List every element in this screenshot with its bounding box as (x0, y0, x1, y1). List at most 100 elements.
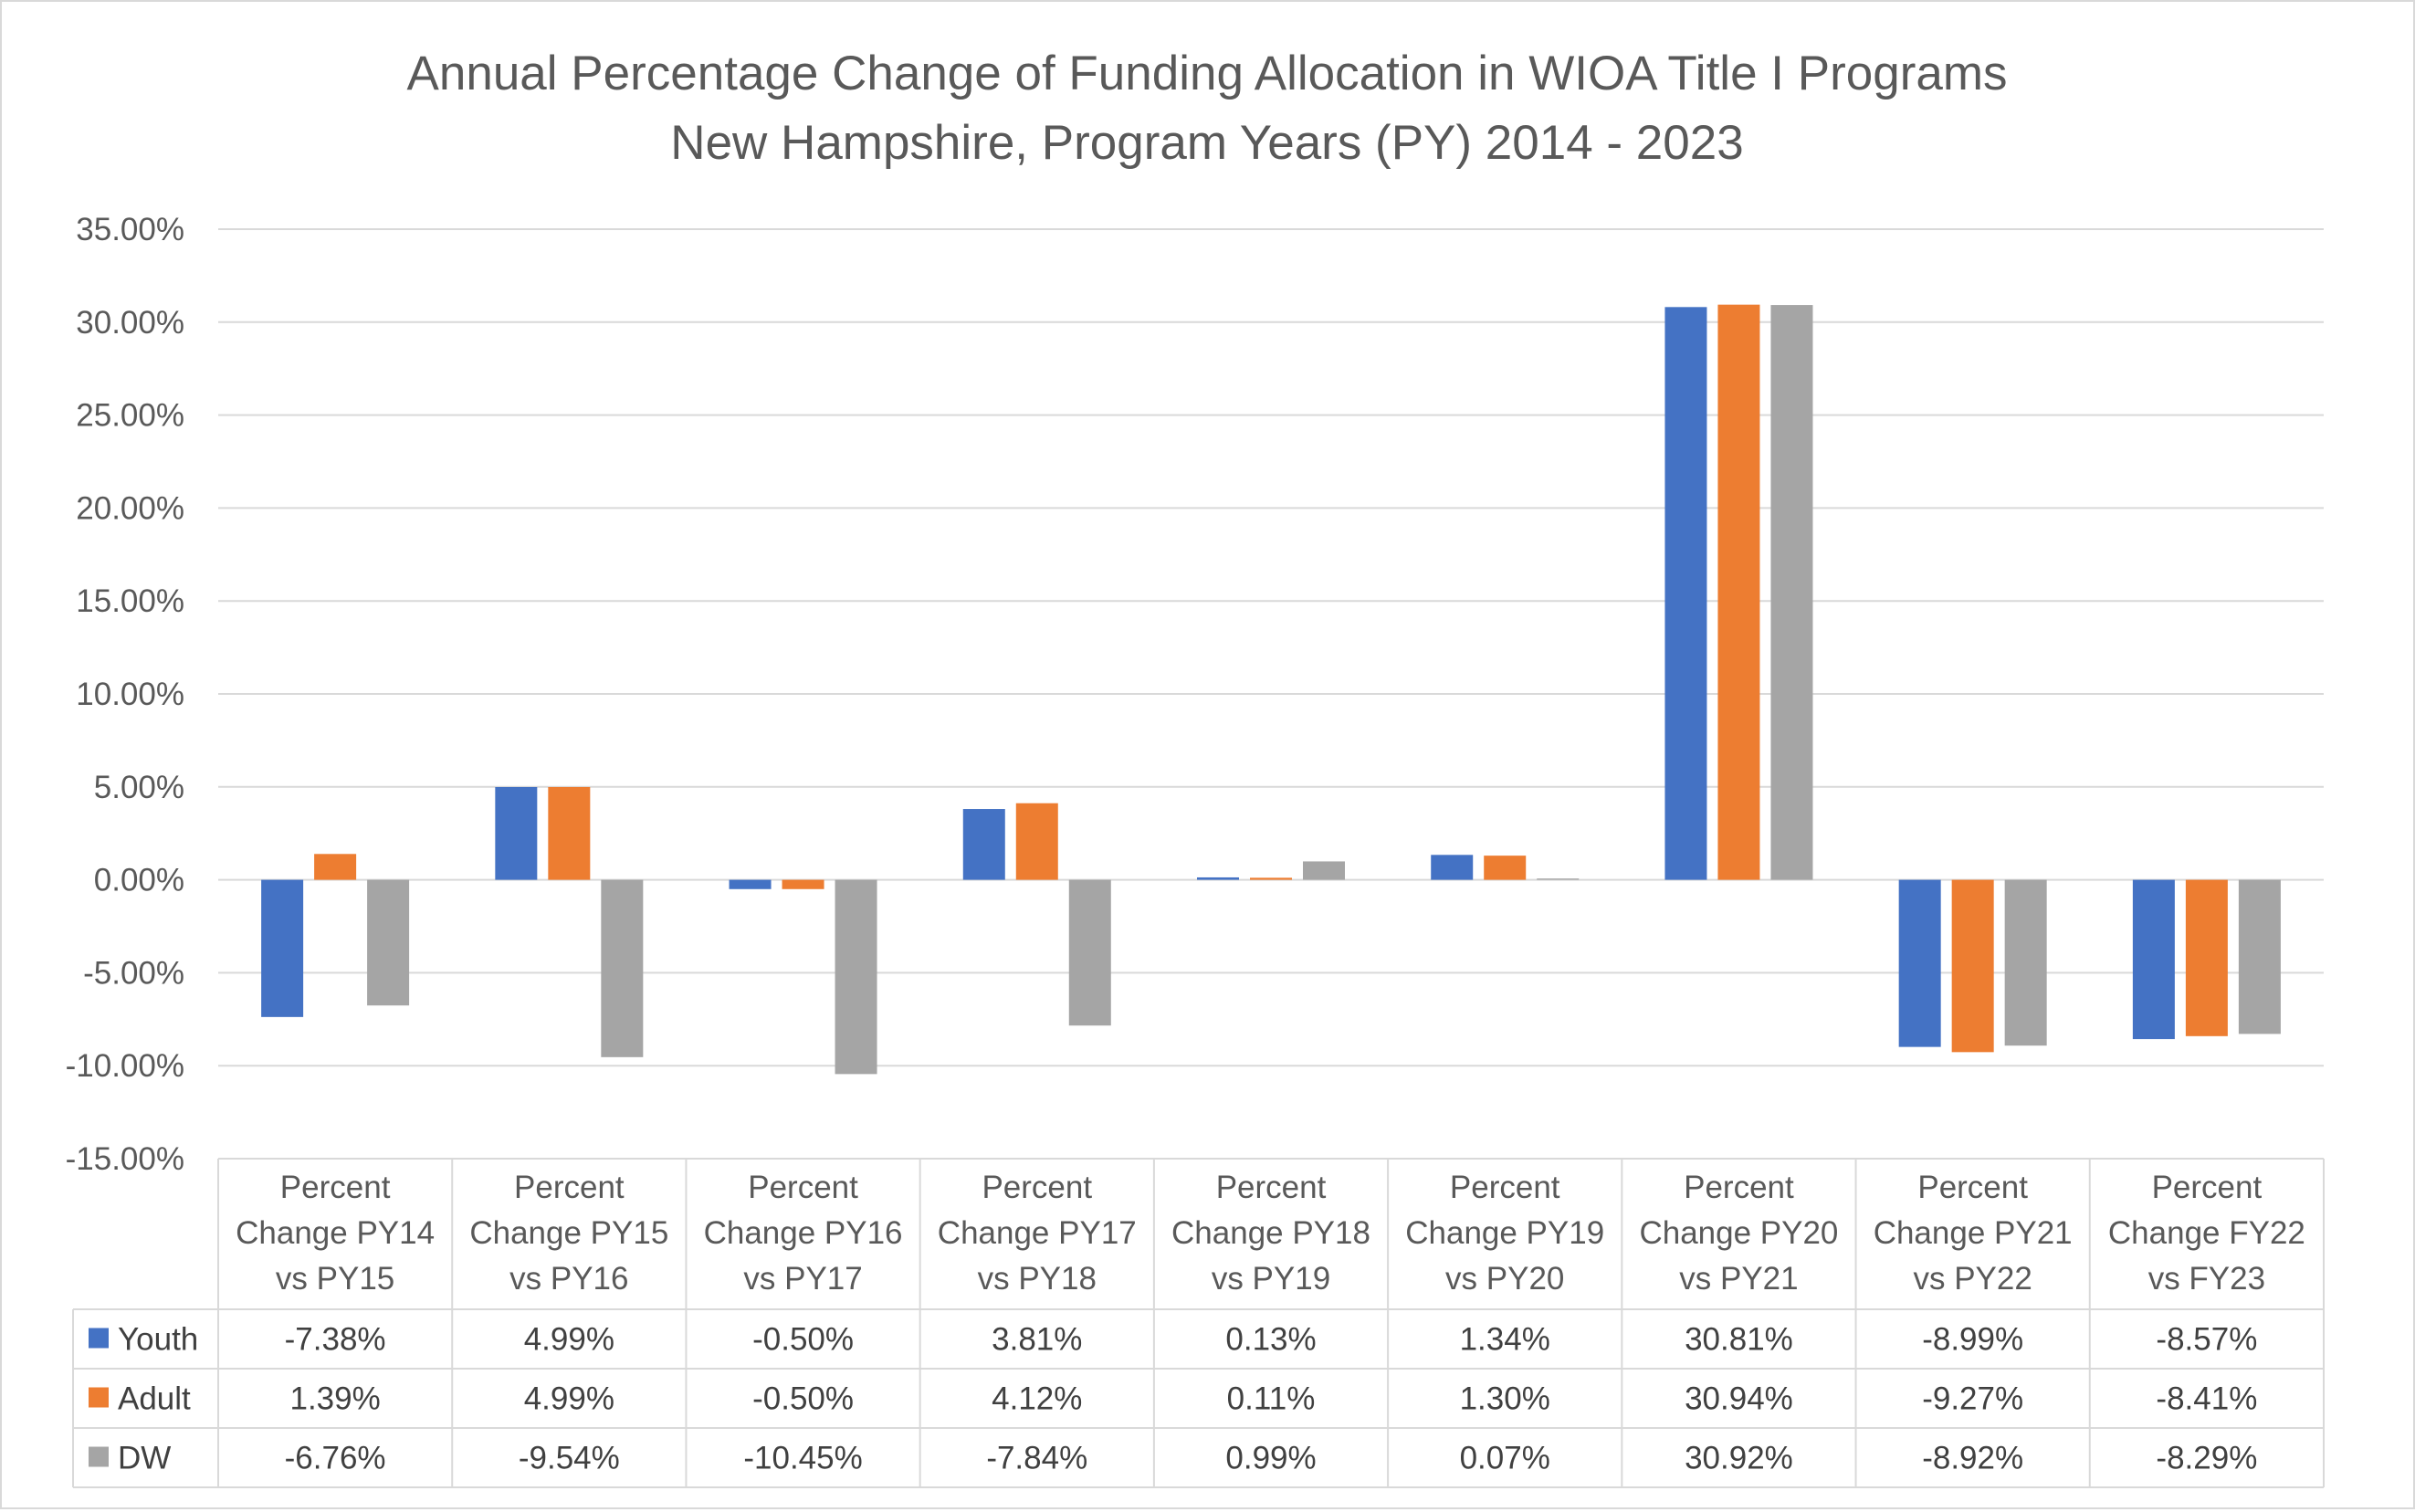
category-label: Percent (748, 1170, 858, 1205)
y-tick-label: 25.00% (76, 398, 184, 434)
bar-adult (1717, 304, 1760, 880)
data-table: Percent Change PY14 vs PY15 Percent Change P… (72, 1159, 2325, 1488)
bar-adult (1250, 877, 1292, 880)
table-cell-value: -7.84% (986, 1441, 1087, 1476)
legend-key-youth (89, 1328, 109, 1349)
table-cell-value: -9.54% (519, 1441, 620, 1476)
gridlines (218, 228, 2324, 1160)
y-tick-label: 0.00% (94, 863, 184, 898)
y-axis-tick-labels: -15.00% -10.00% -5.00% 0.00% 5.00% 10.00% 15.0… (66, 212, 184, 1177)
y-tick-label: -5.00% (83, 955, 184, 991)
y-tick-label: 5.00% (94, 770, 184, 805)
bar-dw (367, 879, 410, 1006)
y-tick-label: 35.00% (76, 212, 184, 247)
category-label: vs PY19 (1212, 1261, 1330, 1297)
table-cell-value: -0.50% (752, 1381, 854, 1417)
category-label: vs PY15 (276, 1261, 394, 1297)
table-cell-value: -8.99% (1922, 1322, 2023, 1358)
bar-youth (495, 787, 538, 880)
table-cell-value: -7.38% (285, 1322, 386, 1358)
legend-key-dw (89, 1446, 109, 1467)
table-cell-value: -8.29% (2156, 1441, 2257, 1476)
y-tick-label: -10.00% (66, 1048, 184, 1084)
table-cell-value: 30.94% (1685, 1381, 1793, 1417)
bar-youth (2132, 879, 2175, 1040)
category-label: vs PY18 (978, 1261, 1097, 1297)
category-label: vs PY20 (1445, 1261, 1564, 1297)
table-cell-value: 1.34% (1460, 1322, 1550, 1358)
category-label: Change PY18 (1171, 1215, 1370, 1251)
table-cell-value: 0.99% (1225, 1441, 1316, 1476)
bar-dw (601, 879, 644, 1057)
table-cell-value: -9.27% (1922, 1381, 2023, 1417)
category-label: Change PY16 (704, 1215, 903, 1251)
table-cell-value: -6.76% (285, 1441, 386, 1476)
category-label: vs FY23 (2148, 1261, 2265, 1297)
table-cell-value: -8.41% (2156, 1381, 2257, 1417)
bar-youth (1431, 855, 1474, 880)
bar-adult (548, 787, 591, 880)
category-label: vs PY21 (1679, 1261, 1798, 1297)
category-label: Percent (1917, 1170, 2028, 1205)
table-cell-value: -8.92% (1922, 1441, 2023, 1476)
category-label: Change PY15 (469, 1215, 668, 1251)
table-cell-value: 1.39% (289, 1381, 380, 1417)
chart-subtitle: New Hampshire, Program Years (PY) 2014 -… (670, 116, 1743, 170)
bar-adult (1951, 879, 1994, 1053)
bar-dw (2004, 879, 2047, 1046)
category-label: vs PY22 (1913, 1261, 2032, 1297)
bar-youth (1664, 307, 1707, 880)
table-cell-value: -0.50% (752, 1322, 854, 1358)
bar-dw (835, 879, 877, 1075)
table-cell-value: 0.11% (1227, 1381, 1316, 1417)
table-cell-value: 0.13% (1225, 1322, 1316, 1358)
bar-youth (1898, 879, 1941, 1047)
category-label: Change PY14 (236, 1215, 435, 1251)
category-label: vs PY16 (509, 1261, 628, 1297)
bar-youth (962, 809, 1005, 880)
chart-title-group: Annual Percentage Change of Funding Allo… (407, 47, 2008, 170)
category-label: Change PY17 (938, 1215, 1137, 1251)
category-label: Percent (280, 1170, 391, 1205)
category-label: Change PY21 (1874, 1215, 2073, 1251)
bar-adult (1484, 856, 1527, 880)
y-tick-label: 30.00% (76, 305, 184, 341)
category-label: Percent (982, 1170, 1092, 1205)
table-cell-value: 4.12% (992, 1381, 1082, 1417)
bar-dw (1770, 305, 1813, 880)
category-label: Change PY19 (1405, 1215, 1604, 1251)
category-label: Percent (1450, 1170, 1560, 1205)
category-label: vs PY17 (743, 1261, 862, 1297)
bar-dw (2238, 879, 2281, 1034)
category-label: Percent (1684, 1170, 1794, 1205)
legend-label-dw: DW (118, 1441, 171, 1476)
y-tick-label: 20.00% (76, 490, 184, 526)
table-cell-value: 30.81% (1685, 1322, 1793, 1358)
legend-label-adult: Adult (118, 1381, 191, 1417)
bar-adult (1015, 803, 1058, 880)
y-tick-label: 10.00% (76, 677, 184, 712)
table-cell-value: 3.81% (992, 1322, 1082, 1358)
bar-adult (2185, 879, 2228, 1036)
bar-adult (314, 854, 357, 880)
table-cell-value: 30.92% (1685, 1441, 1793, 1476)
category-label: Change PY20 (1639, 1215, 1838, 1251)
bar-dw (1068, 879, 1111, 1026)
y-tick-label: -15.00% (66, 1141, 184, 1177)
y-tick-label: 15.00% (76, 583, 184, 619)
bar-adult (782, 879, 824, 889)
legend-key-adult (89, 1387, 109, 1408)
table-cell-value: 0.07% (1460, 1441, 1550, 1476)
table-cell-value: -10.45% (743, 1441, 862, 1476)
bar-dw (1303, 861, 1345, 880)
category-label: Percent (1216, 1170, 1327, 1205)
table-cell-value: -8.57% (2156, 1322, 2257, 1358)
bar-dw (1537, 878, 1580, 880)
bar-youth (729, 879, 772, 889)
legend-label-youth: Youth (118, 1322, 198, 1358)
bar-youth (261, 879, 304, 1017)
bar-series (261, 304, 2281, 1075)
category-label: Change FY22 (2108, 1215, 2305, 1251)
